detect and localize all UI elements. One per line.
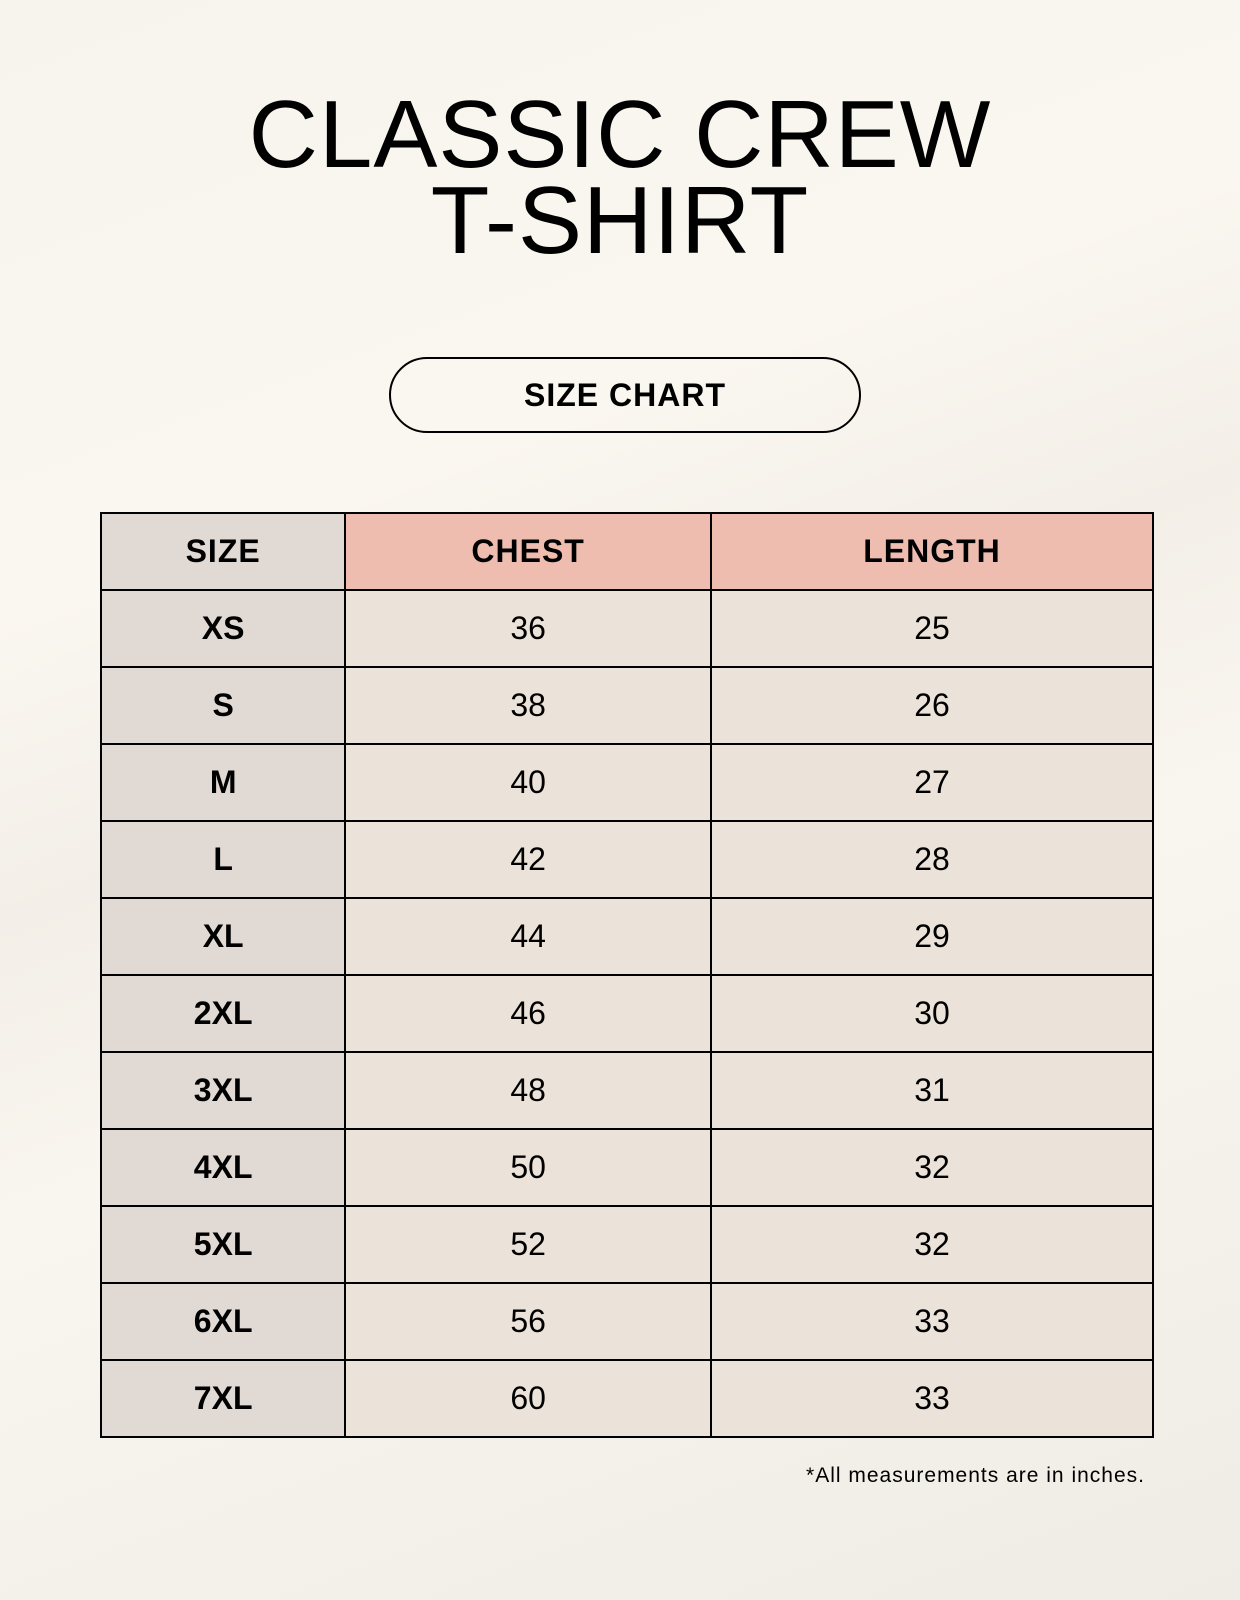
cell-chest: 40 [344, 743, 712, 822]
header-chest: CHEST [344, 512, 712, 591]
cell-size: 5XL [99, 1205, 347, 1284]
cell-chest: 48 [344, 1051, 712, 1130]
cell-chest: 36 [344, 589, 712, 668]
cell-size: 2XL [99, 974, 347, 1053]
cell-chest: 38 [344, 666, 712, 745]
table-row: 3XL 48 31 [99, 1051, 1155, 1130]
cell-size: S [99, 666, 347, 745]
table-row: L 42 28 [99, 820, 1155, 899]
table-row: 2XL 46 30 [99, 974, 1155, 1053]
table-row: 4XL 50 32 [99, 1128, 1155, 1207]
table-row: S 38 26 [99, 666, 1155, 745]
cell-chest: 50 [344, 1128, 712, 1207]
table-row: 6XL 56 33 [99, 1282, 1155, 1361]
cell-size: XL [99, 897, 347, 976]
cell-size: XS [99, 589, 347, 668]
cell-chest: 44 [344, 897, 712, 976]
cell-chest: 52 [344, 1205, 712, 1284]
cell-chest: 60 [344, 1359, 712, 1438]
cell-chest: 56 [344, 1282, 712, 1361]
cell-length: 28 [709, 820, 1155, 899]
cell-length: 30 [709, 974, 1155, 1053]
title-line-1: CLASSIC CREW [248, 81, 992, 188]
cell-size: 7XL [99, 1359, 347, 1438]
size-chart-badge: SIZE CHART [389, 357, 861, 433]
table-row: XS 36 25 [99, 589, 1155, 668]
cell-length: 33 [709, 1359, 1155, 1438]
cell-length: 31 [709, 1051, 1155, 1130]
cell-length: 32 [709, 1128, 1155, 1207]
cell-length: 32 [709, 1205, 1155, 1284]
cell-size: L [99, 820, 347, 899]
cell-chest: 46 [344, 974, 712, 1053]
table-row: 5XL 52 32 [99, 1205, 1155, 1284]
table-row: 7XL 60 33 [99, 1359, 1155, 1438]
cell-length: 26 [709, 666, 1155, 745]
table-row: M 40 27 [99, 743, 1155, 822]
cell-length: 27 [709, 743, 1155, 822]
title-line-2: T-SHIRT [430, 167, 810, 274]
cell-size: 3XL [99, 1051, 347, 1130]
size-table: SIZE CHEST LENGTH XS 36 25 S 38 26 M 40 27 L 42 28 X… [99, 512, 1155, 1438]
cell-size: 6XL [99, 1282, 347, 1361]
cell-size: M [99, 743, 347, 822]
footnote: *All measurements are in inches. [806, 1464, 1145, 1487]
cell-length: 25 [709, 589, 1155, 668]
table-row: XL 44 29 [99, 897, 1155, 976]
cell-length: 33 [709, 1282, 1155, 1361]
cell-chest: 42 [344, 820, 712, 899]
cell-size: 4XL [99, 1128, 347, 1207]
header-size: SIZE [99, 512, 347, 591]
table-header-row: SIZE CHEST LENGTH [99, 512, 1155, 591]
cell-length: 29 [709, 897, 1155, 976]
header-length: LENGTH [709, 512, 1155, 591]
page-title: CLASSIC CREW T-SHIRT [0, 81, 1240, 274]
